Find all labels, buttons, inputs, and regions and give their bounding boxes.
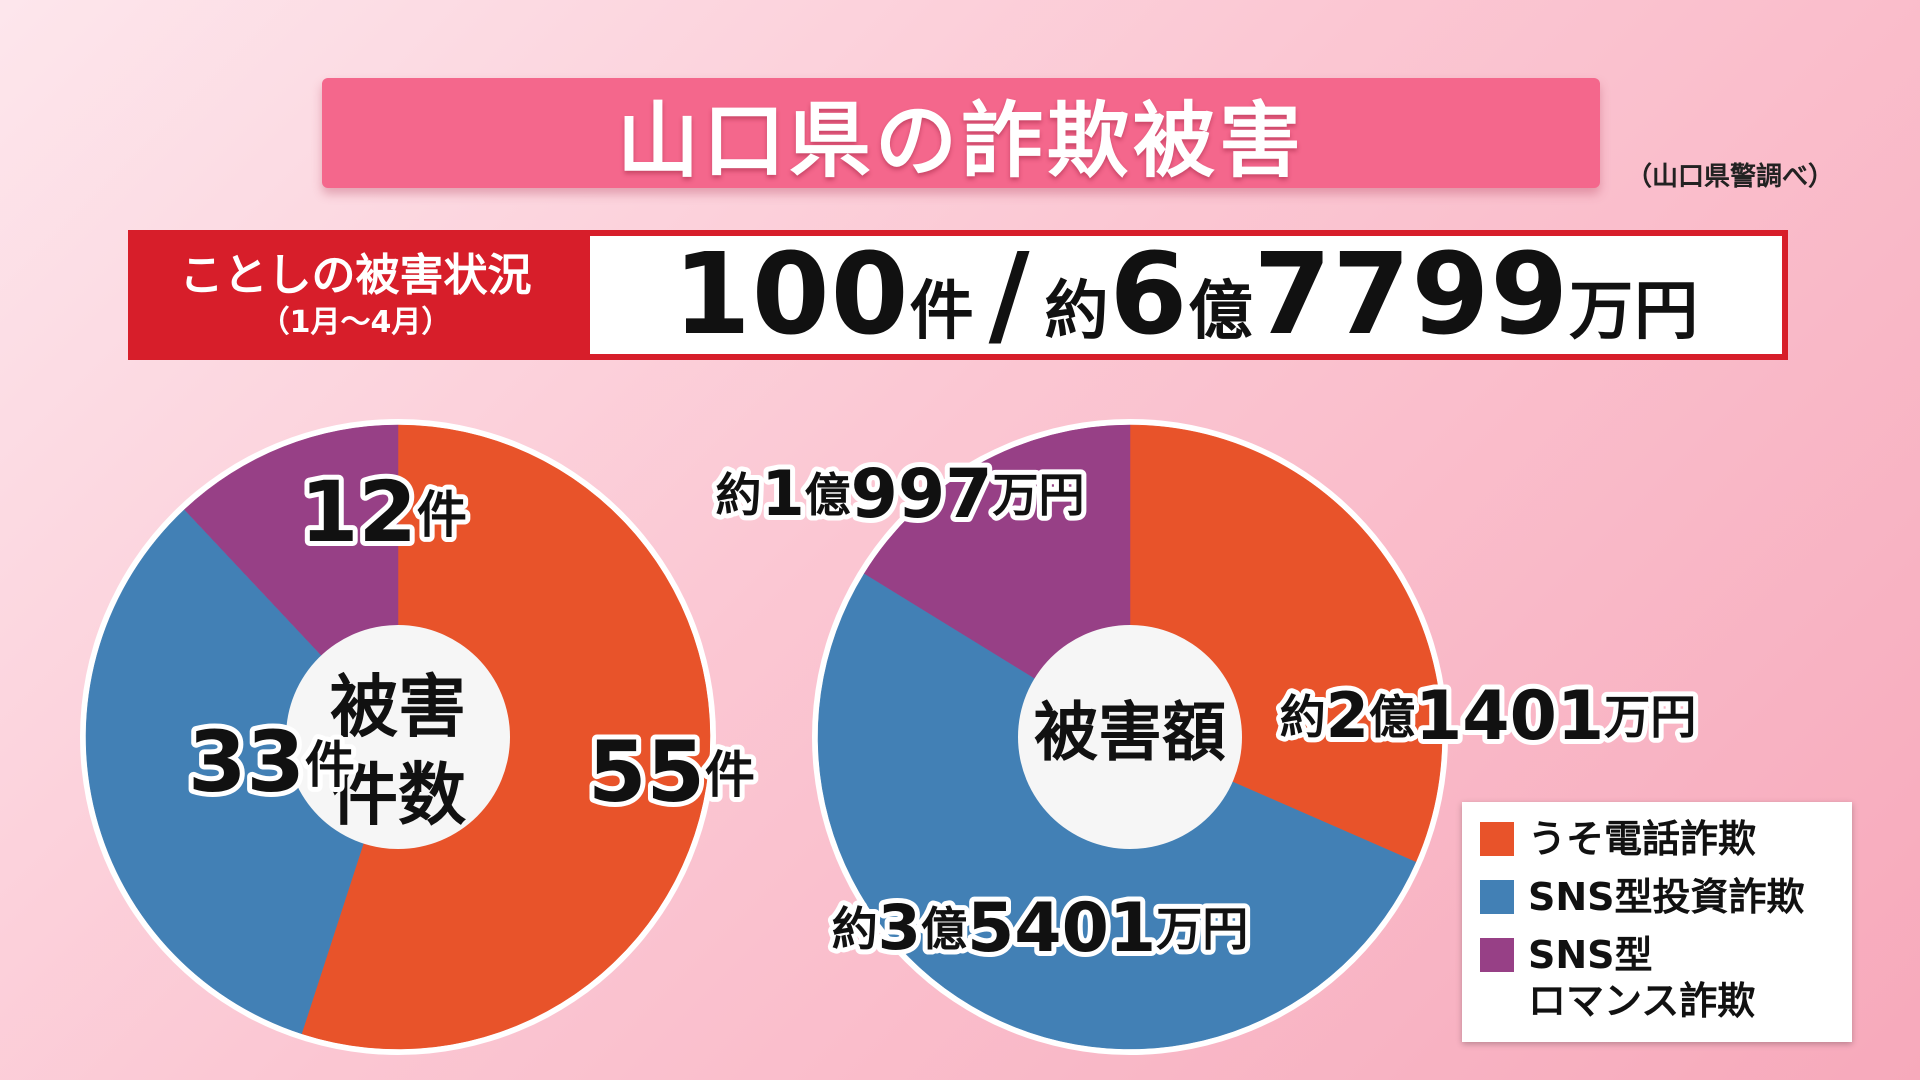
pie-value-label-part: 1401 (1415, 677, 1604, 756)
pie-center-label: 被害額 (1034, 697, 1226, 771)
legend-swatch-uso-denwa (1480, 822, 1514, 856)
amount-man-unit: 万円 (1569, 275, 1700, 349)
separator: / (988, 230, 1031, 360)
title-banner: 山口県の詐欺被害 (322, 78, 1600, 189)
pie-value-label-part: 12 (300, 463, 417, 561)
pie-center-hole (1018, 625, 1242, 849)
status-label: ことしの被害状況 （1月〜4月） (128, 230, 583, 360)
status-value-box: 100件 / 約6億7799万円 (590, 230, 1782, 360)
amount-prefix: 約 (1044, 275, 1110, 349)
legend-swatch-sns-investment (1480, 880, 1514, 914)
pie-value-label-part: 億 (805, 468, 851, 522)
pie-value-label-part: 1 (761, 457, 804, 530)
pie-value-label-part: 約 (715, 468, 761, 522)
pie-value-label-part: 5401 (967, 889, 1156, 968)
pie-value-label: 約3億5401万円 (832, 889, 1248, 968)
pie-value-label-part: 億 (921, 902, 967, 956)
legend-item-sns-romance: SNS型 ロマンス詐欺 (1480, 932, 1834, 1024)
pie-value-label-part: 約 (1280, 690, 1326, 744)
status-bar: ことしの被害状況 （1月〜4月） 100件 / 約6億7799万円 (128, 230, 1788, 360)
pie-value-label: 約1億997万円 (715, 455, 1084, 534)
legend-label: SNS型投資詐欺 (1528, 875, 1805, 919)
pie-value-label-part: 3 (878, 891, 921, 964)
legend-item-sns-investment: SNS型投資詐欺 (1480, 874, 1834, 920)
amount-man-number: 7799 (1253, 230, 1570, 360)
legend-item-uso-denwa: うそ電話詐欺 (1480, 816, 1834, 862)
pie-center-label: 被害 (330, 669, 466, 748)
legend-swatch-sns-romance (1480, 938, 1514, 972)
pie-value-label-part: 万円 (1156, 902, 1248, 956)
pie-value-label: 33件 (188, 713, 355, 811)
count-number: 100 (672, 230, 910, 360)
pie-value-label-part: 万円 (993, 468, 1085, 522)
status-label-main: ことしの被害状況 (179, 250, 532, 301)
pie-value-label-part: 億 (1369, 690, 1415, 744)
page-title: 山口県の詐欺被害 (616, 93, 1305, 189)
pie-value-label-part: 件 (705, 746, 755, 804)
count-unit: 件 (909, 275, 975, 349)
legend-label: SNS型 ロマンス詐欺 (1528, 933, 1756, 1023)
legend: うそ電話詐欺 SNS型投資詐欺 SNS型 ロマンス詐欺 (1462, 802, 1852, 1042)
pie-value-label-part: 約 (832, 902, 878, 956)
pie-value-label-part: 件 (305, 736, 355, 794)
status-label-period: （1月〜4月） (259, 305, 452, 340)
source-note: （山口県警調べ） (1625, 162, 1834, 192)
pie-value-label: 約2億1401万円 (1280, 677, 1696, 756)
pie-value-label: 55件 (588, 723, 755, 821)
status-value: 100件 / 約6億7799万円 (673, 230, 1699, 360)
amount-oku-number: 6 (1109, 230, 1189, 360)
pie-value-label-part: 33 (188, 713, 305, 811)
pie-value-label-part: 55 (588, 723, 705, 821)
pie-value-label-part: 件 (417, 486, 467, 544)
pie-value-label-part: 万円 (1604, 690, 1696, 744)
pie-center-hole (286, 625, 510, 849)
pie-value-label-part: 997 (851, 455, 993, 534)
pie-center-label: 件数 (330, 757, 466, 836)
legend-label: うそ電話詐欺 (1528, 817, 1757, 861)
pie-value-label-part: 2 (1326, 679, 1369, 752)
amount-oku-unit: 億 (1188, 275, 1254, 349)
pie-value-label: 12件 (300, 463, 467, 561)
slice-sns-investment (85, 509, 399, 1035)
